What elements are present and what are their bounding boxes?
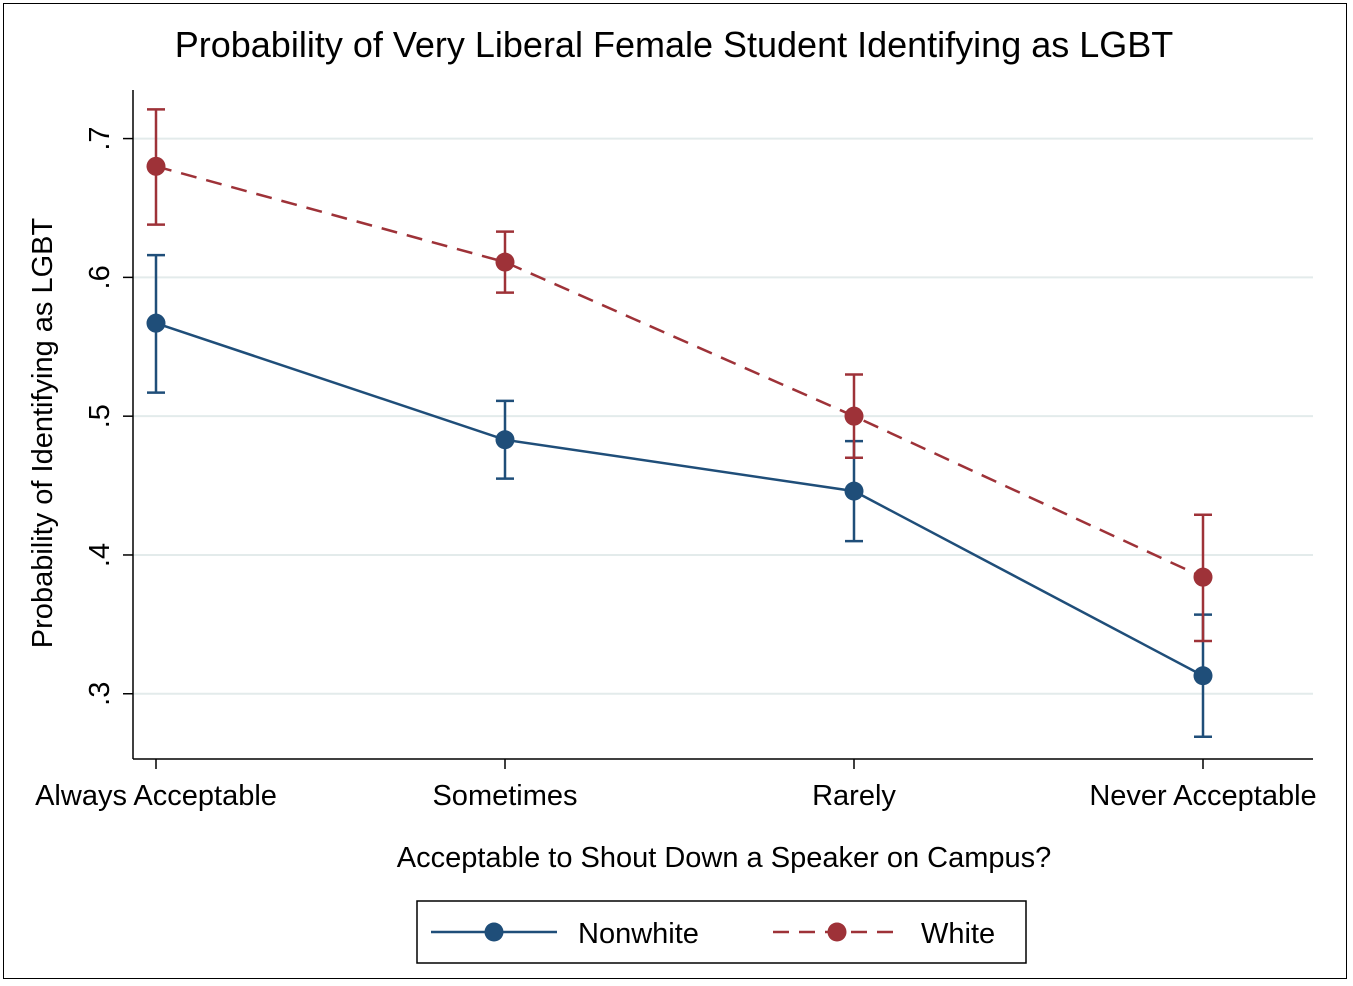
x-tick-label: Sometimes (432, 780, 577, 812)
chart-frame (3, 3, 1347, 979)
axes-layer: .3 .4 .5 .6 .7 Always Acceptable Sometimes Rare… (35, 90, 1317, 812)
y-tick-label: .3 (84, 682, 116, 706)
y-axis-label: Probability of Identifying as LGBT (27, 218, 59, 649)
y-tick-label: .6 (84, 265, 116, 289)
data-point (1193, 567, 1213, 587)
y-tick-label: .4 (84, 543, 116, 567)
series-white (146, 108, 1213, 643)
y-tick-label: .5 (84, 404, 116, 428)
legend-marker-nonwhite (484, 922, 504, 942)
data-point (1193, 666, 1213, 686)
data-point (844, 481, 864, 501)
grid-layer (133, 137, 1313, 695)
series-layer (146, 108, 1213, 739)
legend-label-white: White (921, 918, 995, 950)
x-tick-label: Always Acceptable (35, 780, 277, 812)
data-point (495, 252, 515, 272)
data-point (146, 156, 166, 176)
series-line-white (155, 165, 1204, 579)
x-tick-label: Never Acceptable (1089, 780, 1316, 812)
series-nonwhite (146, 253, 1213, 739)
x-tick-label: Rarely (812, 780, 896, 812)
chart-title: Probability of Very Liberal Female Stude… (175, 24, 1174, 65)
y-tick-label: .7 (84, 126, 116, 150)
data-point (146, 313, 166, 333)
legend-label-nonwhite: Nonwhite (578, 918, 699, 950)
data-point (495, 430, 515, 450)
x-axis-label: Acceptable to Shout Down a Speaker on Ca… (397, 842, 1052, 874)
data-point (844, 406, 864, 426)
legend: Nonwhite White (416, 900, 1027, 964)
legend-marker-white (827, 922, 847, 942)
series-line-nonwhite (155, 321, 1204, 677)
